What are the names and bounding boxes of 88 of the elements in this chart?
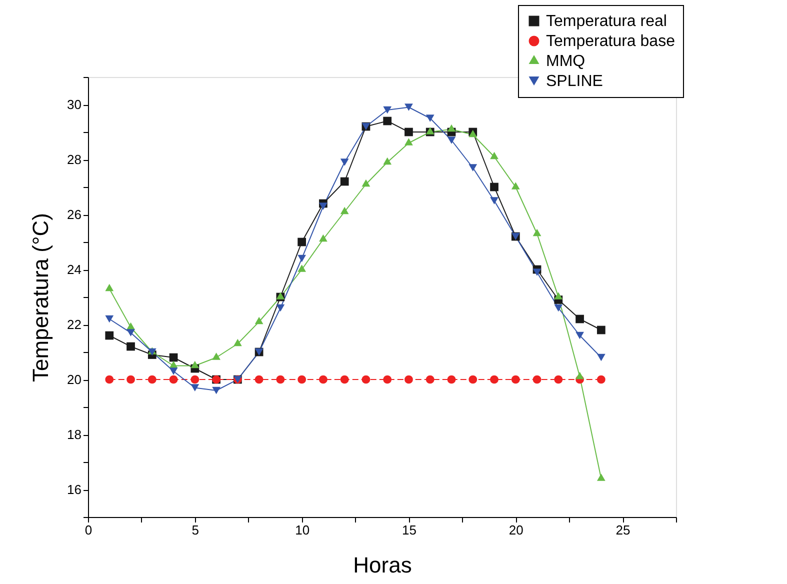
y-tick-label: 18 bbox=[67, 427, 82, 442]
point bbox=[596, 354, 606, 362]
point bbox=[105, 315, 114, 323]
point bbox=[511, 375, 520, 384]
point bbox=[190, 384, 200, 392]
point bbox=[362, 179, 370, 187]
point bbox=[426, 114, 434, 122]
point bbox=[596, 474, 606, 481]
point bbox=[426, 375, 434, 384]
point bbox=[340, 375, 349, 384]
point bbox=[532, 375, 542, 384]
point bbox=[554, 292, 563, 300]
y-tick-label: 22 bbox=[67, 317, 82, 332]
point bbox=[105, 284, 114, 292]
legend-label: Temperatura base bbox=[546, 33, 676, 50]
point bbox=[126, 375, 135, 384]
point bbox=[383, 106, 392, 114]
y-tick-label: 30 bbox=[67, 97, 82, 112]
point bbox=[169, 375, 178, 384]
point bbox=[169, 353, 178, 362]
point bbox=[554, 304, 563, 312]
y-tick-label: 28 bbox=[67, 152, 82, 167]
point bbox=[169, 368, 178, 375]
point bbox=[298, 254, 306, 262]
point bbox=[532, 268, 542, 276]
point bbox=[105, 331, 114, 340]
point bbox=[490, 197, 498, 204]
point bbox=[490, 152, 498, 160]
point bbox=[576, 332, 584, 340]
point bbox=[298, 264, 306, 272]
point bbox=[490, 182, 498, 192]
point bbox=[319, 202, 328, 210]
x-tick-label: 15 bbox=[402, 522, 416, 538]
point bbox=[404, 375, 413, 384]
point bbox=[298, 375, 306, 384]
point bbox=[576, 314, 584, 324]
point bbox=[233, 338, 242, 346]
y-axis-title: Temperatura (°C) bbox=[28, 213, 54, 382]
point bbox=[383, 157, 392, 165]
point bbox=[190, 375, 200, 384]
point bbox=[511, 182, 520, 190]
point bbox=[319, 234, 328, 242]
point bbox=[532, 228, 542, 236]
point bbox=[340, 177, 349, 186]
point bbox=[254, 375, 264, 384]
x-axis-title: Horas bbox=[353, 552, 412, 578]
point bbox=[596, 326, 606, 334]
y-tick-label: 16 bbox=[67, 482, 82, 497]
point bbox=[447, 124, 456, 132]
point bbox=[276, 304, 285, 312]
point bbox=[340, 206, 349, 214]
y-tick-label: 24 bbox=[67, 262, 82, 277]
point bbox=[447, 136, 456, 144]
x-tick-label: 5 bbox=[192, 522, 200, 538]
point bbox=[447, 375, 456, 384]
point bbox=[212, 352, 220, 360]
x-tick-label: 20 bbox=[508, 522, 524, 538]
point bbox=[576, 372, 584, 380]
point bbox=[126, 329, 135, 336]
point bbox=[468, 375, 478, 384]
point bbox=[105, 375, 114, 384]
x-tick-label: 0 bbox=[84, 522, 92, 538]
y-tick-label: 20 bbox=[67, 372, 82, 387]
point bbox=[404, 138, 413, 146]
point bbox=[468, 164, 478, 172]
point bbox=[404, 128, 413, 136]
point bbox=[383, 375, 392, 384]
point bbox=[190, 360, 200, 368]
point bbox=[319, 375, 328, 384]
point bbox=[276, 375, 285, 384]
point bbox=[554, 375, 563, 384]
point bbox=[596, 375, 606, 384]
point bbox=[490, 375, 498, 384]
point bbox=[383, 116, 392, 126]
point bbox=[212, 386, 220, 394]
point bbox=[126, 342, 135, 351]
y-tick-label: 26 bbox=[67, 207, 82, 222]
legend-label: SPLINE bbox=[546, 73, 603, 90]
point bbox=[254, 316, 264, 324]
point bbox=[148, 375, 156, 384]
point bbox=[362, 375, 370, 384]
legend-label: MMQ bbox=[546, 53, 586, 70]
point bbox=[404, 104, 413, 111]
point bbox=[298, 238, 306, 246]
x-tick-label: 10 bbox=[295, 522, 310, 538]
point bbox=[340, 158, 349, 166]
x-tick-label: 25 bbox=[616, 522, 630, 538]
legend-label: Temperatura real bbox=[546, 13, 667, 30]
